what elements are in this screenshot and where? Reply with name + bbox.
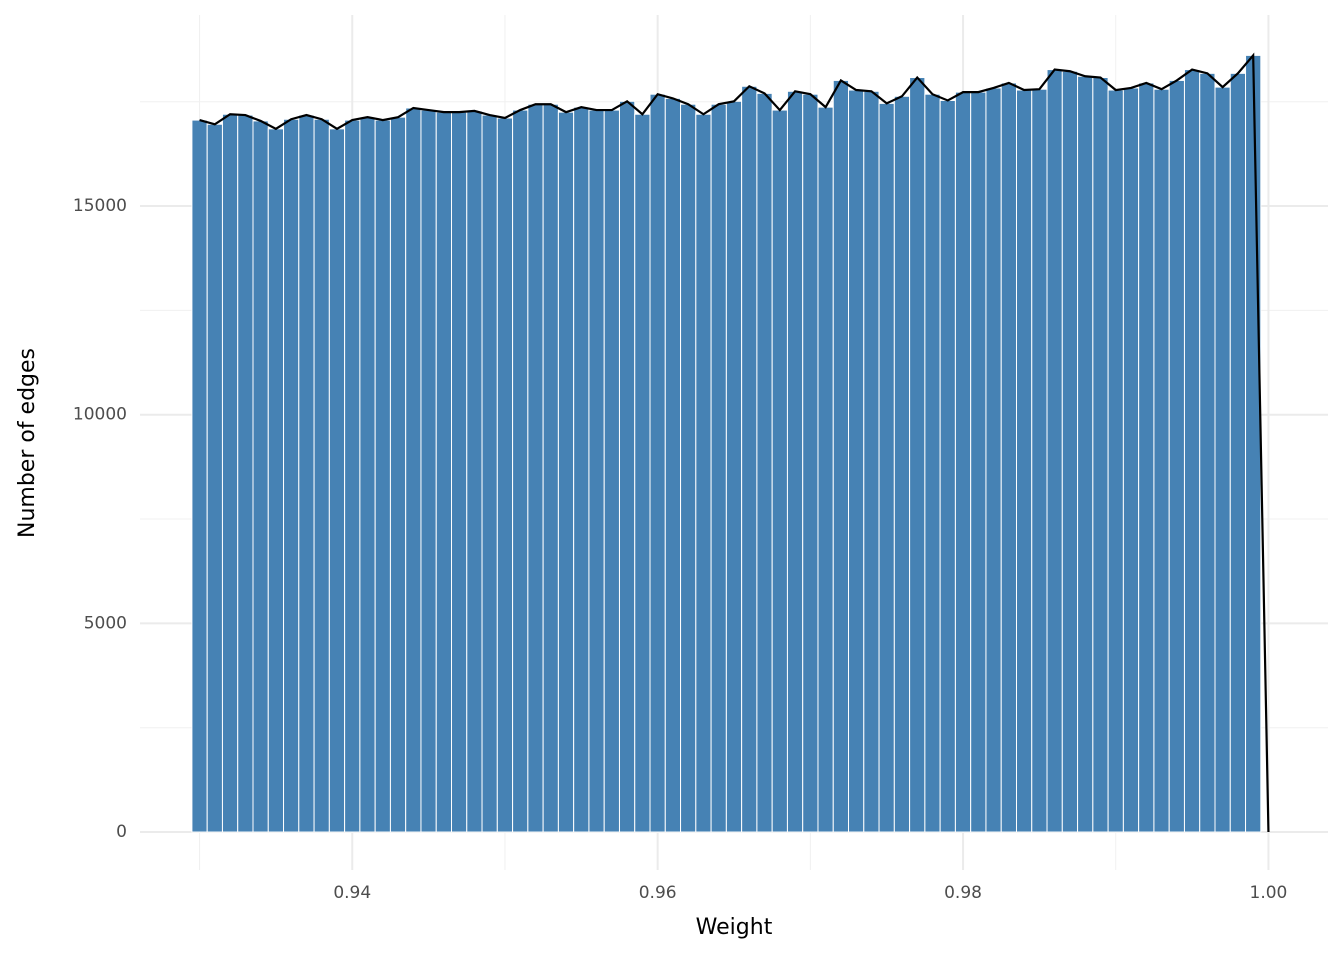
bar [649,93,666,833]
bar [527,103,544,833]
bar [344,119,361,833]
bar [267,128,285,833]
bar [252,120,269,833]
bar [970,91,987,833]
bar [1183,69,1201,833]
bar [680,103,697,833]
bar [1031,88,1048,833]
x-axis-title: Weight [696,915,773,940]
bar [389,116,407,833]
bar [1138,82,1155,833]
bar [481,114,498,833]
bar [557,111,575,833]
bar [1077,75,1094,833]
bar [1229,72,1247,833]
bar [405,107,422,833]
bar [1000,82,1017,833]
bar [756,92,773,833]
bar [802,93,819,833]
bar [741,85,758,833]
bar [771,109,788,833]
bar [832,79,850,833]
bar [725,100,743,833]
y-tick-label: 10000 [73,405,127,425]
bar [1092,77,1109,833]
bar [1245,54,1262,833]
bar [420,109,437,833]
bar [1214,86,1231,833]
bar [924,93,941,833]
bar [695,113,712,833]
bar [221,113,239,833]
bar [939,99,956,833]
bar [817,106,834,833]
bar [435,111,453,833]
bar [313,118,330,833]
bar [985,87,1002,833]
bar [451,111,468,833]
bar [618,100,636,833]
bar [1168,79,1185,833]
frequency-line [199,52,1270,833]
x-tick-label: 0.94 [333,883,371,903]
bar [603,109,620,833]
bar [512,109,529,833]
bar [359,116,376,833]
x-tick-label: 0.98 [944,883,982,903]
y-tick-label: 0 [116,822,127,842]
bar [893,95,911,833]
y-tick-label: 15000 [73,196,127,216]
bar [954,91,972,833]
bar [863,90,880,833]
bar [1046,69,1063,833]
bar [328,128,346,833]
bar [1122,87,1140,833]
bar [909,77,926,833]
bar [298,114,315,833]
bar [1015,89,1033,833]
bar [1107,89,1124,833]
bar [1061,70,1079,833]
bar [1153,88,1170,833]
bar [588,109,605,833]
bar [664,97,682,833]
y-axis-title: Number of edges [15,348,40,538]
bar [237,114,254,833]
bar [542,103,559,833]
bar [848,89,865,833]
bar [573,106,590,833]
bar [496,117,514,833]
bar [878,102,895,833]
bar [374,119,391,833]
y-tick-label: 5000 [84,613,127,633]
bar [1199,72,1216,833]
bar [466,110,483,833]
bar [283,118,300,833]
bar [206,123,223,833]
x-tick-label: 0.96 [639,883,677,903]
bar [710,103,727,833]
bar [786,90,804,833]
bar [191,119,208,833]
bar [634,113,651,833]
x-tick-label: 1.00 [1250,883,1288,903]
